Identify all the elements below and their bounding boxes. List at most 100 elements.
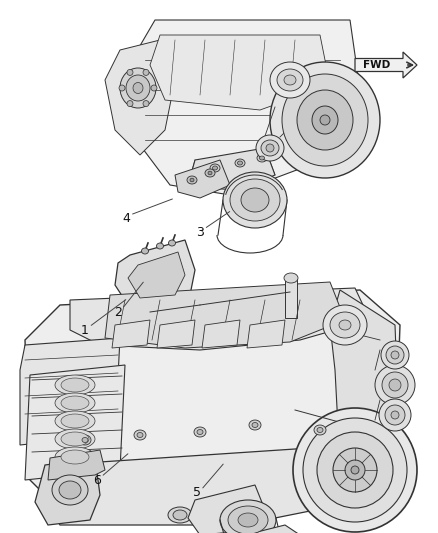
Text: 4: 4: [122, 212, 130, 224]
Ellipse shape: [151, 85, 157, 91]
Polygon shape: [112, 320, 150, 348]
Polygon shape: [45, 448, 315, 525]
Ellipse shape: [266, 144, 274, 152]
Ellipse shape: [223, 172, 287, 228]
Ellipse shape: [297, 90, 353, 150]
Polygon shape: [240, 525, 300, 533]
Polygon shape: [105, 40, 175, 155]
Bar: [285, 278, 297, 318]
Ellipse shape: [257, 154, 267, 162]
Ellipse shape: [330, 312, 360, 338]
Ellipse shape: [391, 351, 399, 359]
Ellipse shape: [208, 171, 212, 175]
Ellipse shape: [312, 106, 338, 134]
Ellipse shape: [379, 399, 411, 431]
Ellipse shape: [293, 408, 417, 532]
Ellipse shape: [127, 101, 133, 107]
Ellipse shape: [55, 375, 95, 395]
Polygon shape: [188, 485, 265, 533]
Ellipse shape: [323, 305, 367, 345]
Ellipse shape: [127, 69, 133, 75]
Ellipse shape: [205, 169, 215, 177]
Ellipse shape: [259, 156, 265, 160]
Polygon shape: [105, 282, 345, 348]
Ellipse shape: [55, 429, 95, 449]
Ellipse shape: [252, 423, 258, 427]
Ellipse shape: [59, 481, 81, 499]
Text: 2: 2: [114, 305, 122, 319]
Ellipse shape: [143, 69, 149, 75]
Ellipse shape: [317, 432, 393, 508]
Ellipse shape: [228, 506, 268, 533]
Text: FWD: FWD: [363, 60, 390, 70]
Ellipse shape: [351, 466, 359, 474]
Ellipse shape: [241, 188, 269, 212]
Text: 3: 3: [196, 225, 204, 238]
Polygon shape: [190, 148, 275, 190]
Ellipse shape: [249, 420, 261, 430]
Polygon shape: [120, 20, 360, 195]
Ellipse shape: [173, 510, 187, 520]
Polygon shape: [35, 458, 100, 525]
Ellipse shape: [168, 507, 192, 523]
Ellipse shape: [197, 430, 203, 434]
Polygon shape: [175, 160, 230, 198]
Ellipse shape: [55, 393, 95, 413]
Ellipse shape: [61, 432, 89, 446]
Ellipse shape: [282, 74, 368, 166]
Ellipse shape: [333, 448, 377, 492]
Ellipse shape: [194, 427, 206, 437]
Ellipse shape: [143, 101, 149, 107]
Ellipse shape: [141, 248, 148, 254]
Ellipse shape: [284, 273, 298, 283]
Ellipse shape: [339, 320, 351, 330]
Polygon shape: [20, 338, 120, 445]
Ellipse shape: [52, 475, 88, 505]
Ellipse shape: [134, 430, 146, 440]
Ellipse shape: [345, 460, 365, 480]
Ellipse shape: [235, 159, 245, 167]
Ellipse shape: [61, 414, 89, 428]
Ellipse shape: [61, 378, 89, 392]
Polygon shape: [157, 320, 195, 348]
Ellipse shape: [190, 178, 194, 182]
Ellipse shape: [317, 427, 323, 432]
Ellipse shape: [230, 179, 280, 221]
Ellipse shape: [133, 83, 143, 93]
Ellipse shape: [156, 243, 163, 249]
Ellipse shape: [261, 140, 279, 156]
Ellipse shape: [82, 438, 88, 442]
Ellipse shape: [61, 396, 89, 410]
Ellipse shape: [187, 176, 197, 184]
Ellipse shape: [320, 115, 330, 125]
Ellipse shape: [238, 513, 258, 527]
Polygon shape: [25, 365, 125, 480]
Ellipse shape: [303, 418, 407, 522]
Polygon shape: [128, 252, 185, 298]
Ellipse shape: [220, 500, 276, 533]
Ellipse shape: [256, 135, 284, 161]
Ellipse shape: [61, 450, 89, 464]
Ellipse shape: [284, 75, 296, 85]
Ellipse shape: [120, 68, 156, 108]
Ellipse shape: [270, 62, 310, 98]
Ellipse shape: [375, 365, 415, 405]
Text: 1: 1: [81, 324, 89, 336]
Ellipse shape: [386, 346, 404, 364]
Ellipse shape: [391, 411, 399, 419]
Ellipse shape: [277, 69, 303, 91]
Text: 6: 6: [93, 473, 101, 487]
Ellipse shape: [137, 432, 143, 438]
Polygon shape: [330, 290, 400, 480]
Polygon shape: [115, 240, 195, 310]
Ellipse shape: [119, 85, 125, 91]
Ellipse shape: [314, 425, 326, 435]
Ellipse shape: [55, 447, 95, 467]
Ellipse shape: [389, 379, 401, 391]
Ellipse shape: [210, 164, 220, 172]
Ellipse shape: [79, 435, 91, 445]
Polygon shape: [247, 320, 285, 348]
Polygon shape: [355, 52, 417, 78]
Text: 5: 5: [193, 487, 201, 499]
Ellipse shape: [385, 405, 405, 425]
